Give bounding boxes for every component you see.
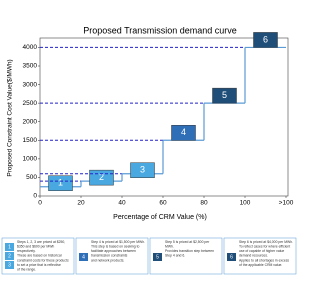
note-text: Steps 1, 2, 3 are priced at $250, [17,240,65,244]
note-icon-label: 6 [230,254,233,260]
note-icon-label: 5 [156,254,159,260]
y-tick-label: 0 [33,193,37,200]
y-tick-label: 4000 [23,44,38,51]
note-text: of the applicable CRM value. [239,263,282,267]
note-text: to set a price that is reflective [17,263,61,267]
x-tick-label: 60 [159,200,167,207]
note-text: This step is based on seeking to [91,244,140,248]
note-text: transmission constraints [91,254,128,258]
step-box [48,175,73,191]
step-box [171,125,196,141]
note-icon-label: 2 [8,253,11,259]
x-tick-label: 100 [240,200,251,207]
step-box-label: 1 [58,178,63,188]
note-icon-label: 1 [8,244,11,250]
plot-frame [39,37,289,197]
note-text: facilitate approaches between [91,249,136,253]
note-icon-label: 3 [8,262,11,268]
note-text: Step 6 is priced at $4,000 per MWh. [239,240,293,244]
chart-title: Proposed Transmission demand curve [83,25,237,35]
note-icon [5,243,14,251]
note-text: demand resources. [239,254,268,258]
step-box-label: 3 [140,165,145,175]
y-tick-label: 2000 [23,118,38,125]
x-tick-label: 80 [200,200,208,207]
note-icon [79,253,88,261]
note-text: Step 4 is priced at $1,500 per MWh. [91,240,145,244]
step-box [212,87,237,104]
chart: Proposed Transmission demand curve Perce… [1,25,297,275]
x-axis-label: Percentage of CRM Value (%) [113,214,207,221]
step-box-label: 4 [181,127,186,137]
x-tick-label: 40 [118,200,126,207]
note-text: constraint costs for these products [17,258,69,262]
step-box-label: 2 [99,172,104,182]
note-icon-label: 4 [82,254,85,260]
note-text: Provides transition step between [165,249,214,253]
note-icon [153,253,162,261]
y-tick-label: 3500 [23,63,38,70]
y-tick-label: 3000 [23,81,38,88]
note-icon [227,253,236,261]
note-icon [5,252,14,260]
x-tick-label: 0 [38,200,42,207]
note-text: Step 4 and 6. [165,254,185,258]
note-text: of the range. [17,267,36,271]
note-text: use of capable of higher value [239,249,284,253]
note-text: $350 and $600 per MWh [17,244,54,248]
y-tick-label: 500 [26,174,37,181]
x-tick-label: >100 [279,200,294,207]
y-tick-label: 2500 [23,100,38,107]
note-text: To reflect cases for where efficient [239,244,290,248]
note-text: and network products. [91,258,124,262]
step-box-label: 6 [263,34,268,44]
y-axis-label: Proposed Constraint Cost Value($/MWh) [7,59,14,176]
note-text: Applies to all shortages in excess [239,258,289,262]
note-icon [5,261,14,269]
note-text: respectively. [17,249,36,253]
step-box [130,162,155,178]
note-text: These are based on historical [17,254,62,258]
step-box-label: 5 [222,90,227,100]
note-text: MWh. [165,244,174,248]
step-box [253,32,278,48]
x-tick-label: 20 [77,200,85,207]
note-text: Step 5 is priced at $2,500 per [165,240,210,244]
y-tick-label: 1500 [23,137,38,144]
y-tick-label: 1000 [23,156,38,163]
